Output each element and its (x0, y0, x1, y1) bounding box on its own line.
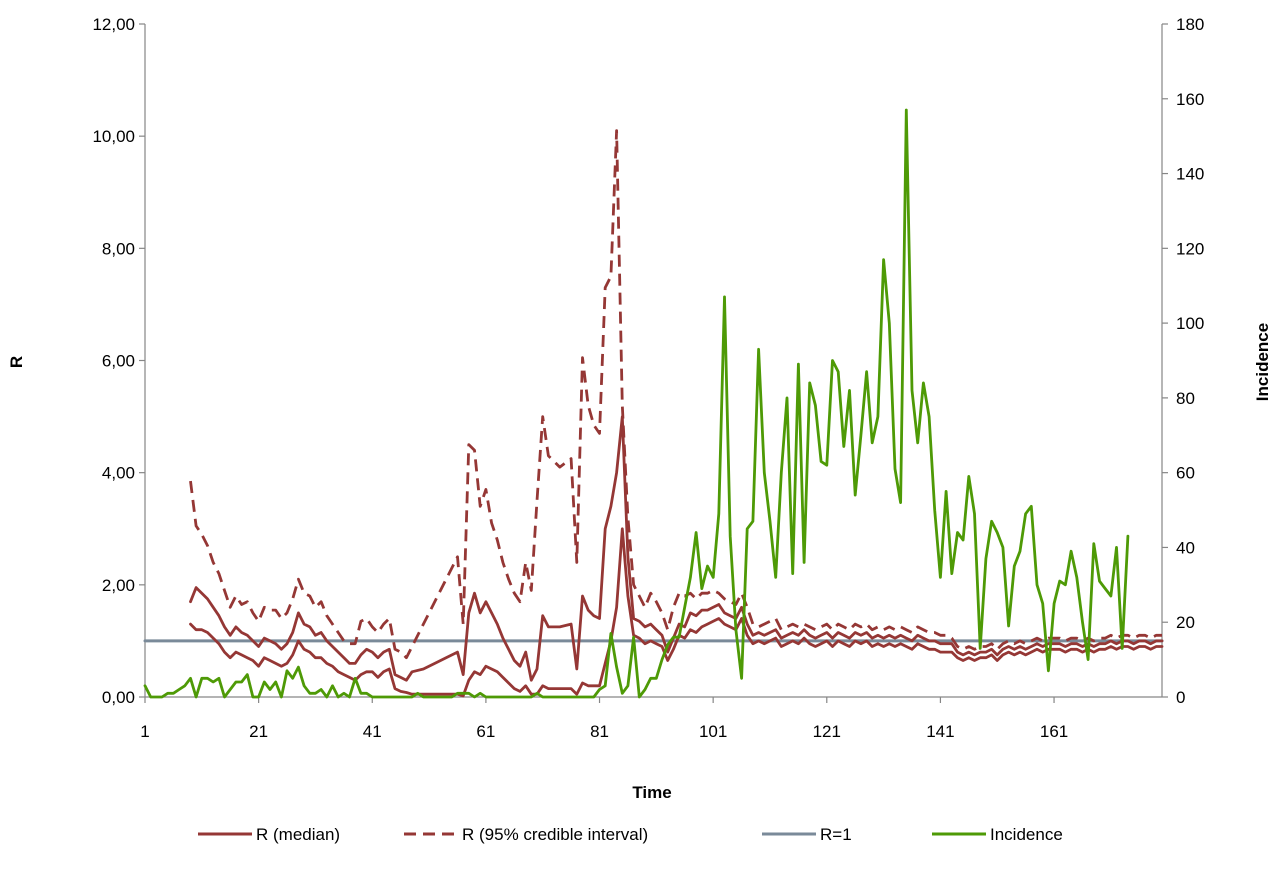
right-y-tick-label: 40 (1176, 538, 1195, 557)
r-credible-lower-line (189, 527, 1164, 698)
left-y-tick-label: 6,00 (102, 352, 135, 371)
right-y-ticks: 0 20 40 60 80 100 120 140 160 180 (1162, 15, 1204, 707)
right-y-tick-label: 80 (1176, 389, 1195, 408)
left-y-tick-label: 12,00 (92, 15, 135, 34)
y2-axis-title: Incidence (1253, 323, 1272, 401)
left-y-tick-label: 10,00 (92, 127, 135, 146)
legend-label-r-ci: R (95% credible interval) (462, 825, 648, 844)
x-tick-label: 61 (476, 722, 495, 741)
x-tick-label: 161 (1040, 722, 1068, 741)
x-ticks: 1 21 41 61 81 101 121 141 161 (140, 697, 1068, 741)
r-credible-upper-line (189, 129, 1162, 660)
x-tick-label: 41 (363, 722, 382, 741)
right-y-tick-label: 20 (1176, 613, 1195, 632)
r-median-line (189, 415, 1164, 682)
x-tick-label: 1 (140, 722, 149, 741)
right-y-tick-label: 120 (1176, 239, 1204, 258)
x-tick-label: 21 (249, 722, 268, 741)
axes (144, 24, 1163, 698)
legend: R (median) R (95% credible interval) R=1 In… (198, 825, 1063, 844)
left-y-tick-label: 8,00 (102, 239, 135, 258)
right-y-tick-label: 100 (1176, 314, 1204, 333)
right-y-tick-label: 140 (1176, 165, 1204, 184)
left-y-tick-label: 4,00 (102, 464, 135, 483)
y-axis-title: R (7, 356, 26, 368)
left-y-tick-label: 0,00 (102, 688, 135, 707)
x-tick-label: 101 (699, 722, 727, 741)
right-y-tick-label: 60 (1176, 464, 1195, 483)
series-layer (143, 108, 1164, 699)
left-y-tick-label: 2,00 (102, 576, 135, 595)
x-tick-label: 81 (590, 722, 609, 741)
right-y-tick-label: 0 (1176, 688, 1185, 707)
legend-label-r-median: R (median) (256, 825, 340, 844)
x-axis-title: Time (632, 783, 671, 802)
incidence-line (143, 108, 1130, 699)
left-y-ticks: 0,00 2,00 4,00 6,00 8,00 10,00 12,00 (92, 15, 145, 707)
legend-label-r-one: R=1 (820, 825, 852, 844)
x-tick-label: 141 (926, 722, 954, 741)
right-y-tick-label: 160 (1176, 90, 1204, 109)
right-y-tick-label: 180 (1176, 15, 1204, 34)
x-tick-label: 121 (813, 722, 841, 741)
legend-label-incidence: Incidence (990, 825, 1063, 844)
